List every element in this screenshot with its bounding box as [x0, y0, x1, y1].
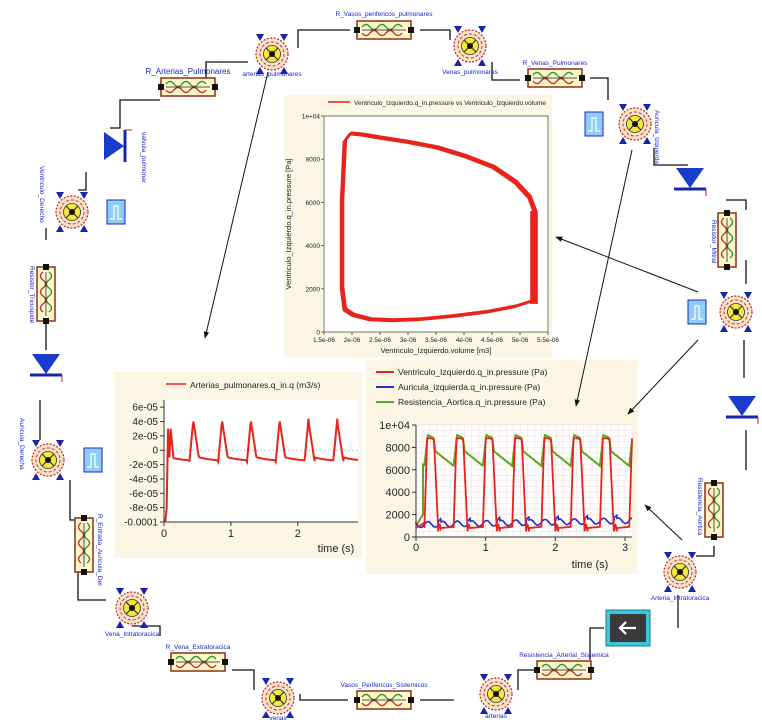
- pulmonary-flow-chart: Arterias_pulmonares.q_in.q (m3/s) 0 1 2 6e-…: [114, 372, 362, 558]
- pv-loop-xtick-label: 4e-06: [456, 337, 473, 344]
- svg-text:R_Venas_Pulmonares: R_Venas_Pulmonares: [523, 60, 588, 67]
- flow-ytick-label: -8e-05: [129, 503, 158, 514]
- svg-text:Vena_Intratoracica: Vena_Intratoracica: [105, 631, 160, 638]
- pv-loop-ytick-label: 0: [316, 330, 320, 337]
- pv-loop-ytick-label: 1e+04: [302, 114, 321, 121]
- r-entrada-auricula-der-label: R_Entrada_Auricula_Der: [96, 514, 103, 587]
- flow-ytick-label: 2e-05: [132, 431, 158, 442]
- pv-loop-ytick-label: 4000: [306, 243, 321, 250]
- elas-v-izquierdo-source[interactable]: [688, 300, 706, 324]
- resistor-mitral-label: Resistor_Mitral: [710, 220, 717, 264]
- resistor-mitral[interactable]: [718, 210, 736, 270]
- pressures-ytick-label: 2000: [386, 510, 410, 522]
- flow-ytick-label: -2e-05: [129, 460, 158, 471]
- ventriculo-derecho-label: Ventriculo_Derecho: [38, 166, 45, 223]
- svg-text:venas: venas: [269, 715, 287, 722]
- pv-loop-xtick-label: 2.5e-06: [369, 337, 391, 344]
- arterias-pulmonares-compliance[interactable]: arterias_pulmonares: [242, 34, 302, 78]
- resistencia-aortica-label: Resistencia_Aortica: [696, 478, 703, 536]
- pv-loop-xtick-label: 5e-06: [512, 337, 529, 344]
- vasos-perifericos-sistemicos[interactable]: Vasos_Perifericos_Sistemicos: [341, 682, 429, 709]
- pv-loop-ylabel: Ventriculo_Izquierdo.q_in.pressure [Pa]: [284, 159, 293, 290]
- pv-loop-ytick-label: 6000: [306, 200, 321, 207]
- ventriculo-izquierdo-compliance[interactable]: [720, 292, 752, 332]
- elas-a-derecha-source[interactable]: [84, 448, 102, 472]
- pv-loop-xtick-label: 3.5e-06: [425, 337, 447, 344]
- flow-ytick-label: -6e-05: [129, 489, 158, 500]
- resistor-tricuspide-label: Resistor_Tricuspide: [28, 266, 35, 324]
- pv-loop-xlabel: Ventriculo_Izquierdo.volume [m3]: [381, 346, 492, 355]
- r-arterias-pulmonares[interactable]: R_Arterias_Pulmonares: [146, 67, 231, 96]
- valvula-aortica[interactable]: [726, 396, 758, 424]
- svg-text:Auricula_Izquierda: Auricula_Izquierda: [653, 110, 660, 164]
- r-vasos-perifericos-pulmonares[interactable]: R_Vasos_perifericos_pulmonares: [335, 11, 433, 39]
- pv-loop-chart: Ventriculo_Izquierdo.q_in.pressure vs Ve…: [284, 95, 559, 357]
- flow-ytick-label: -0.0001: [124, 518, 158, 529]
- pressures-ytick-label: 0: [404, 532, 410, 544]
- svg-text:arterias_pulmonares: arterias_pulmonares: [242, 71, 302, 78]
- svg-text:R_Vasos_perifericos_pulmonares: R_Vasos_perifericos_pulmonares: [335, 11, 433, 18]
- auricula-izquierda-compliance[interactable]: Auricula_Izquierda: [619, 104, 660, 164]
- venas-compliance[interactable]: venas: [262, 678, 294, 722]
- valvula-pulmonar[interactable]: [104, 130, 132, 162]
- flow-ytick-label: 0: [152, 446, 158, 457]
- pv-loop-xtick-label: 5.5e-06: [537, 337, 559, 344]
- elas-a-izquierda-source[interactable]: [585, 112, 603, 136]
- arteria-intratoracica-compliance[interactable]: Arteria_Intratoracica: [651, 552, 710, 602]
- r-entrada-auricula-der[interactable]: [75, 515, 93, 575]
- flow-xtick-label: 2: [295, 528, 301, 540]
- ventriculo-derecho-compliance[interactable]: [56, 192, 88, 232]
- valvula-tricuspide[interactable]: [30, 354, 62, 382]
- flow-plot-area: [164, 400, 358, 522]
- flow-ytick-label: -4e-05: [129, 474, 158, 485]
- pressures-legend-3: Resistencia_Aortica.q_in.pressure (Pa): [398, 397, 546, 407]
- pressures-xtick-label: 3: [622, 542, 628, 554]
- flow-xtick-label: 0: [161, 528, 167, 540]
- auricula-derecha-compliance[interactable]: [32, 440, 64, 480]
- pressures-legend-1: Ventriculo_Izquierdo.q_in.pressure (Pa): [398, 367, 547, 377]
- pressures-chart: Ventriculo_Izquierdo.q_in.pressure (Pa) …: [366, 360, 638, 574]
- pressures-xtick-label: 0: [413, 542, 419, 554]
- svg-text:Arteria_Intratoracica: Arteria_Intratoracica: [651, 595, 710, 602]
- flow-xtick-label: 1: [228, 528, 234, 540]
- flow-legend: Arterias_pulmonares.q_in.q (m3/s): [190, 380, 321, 390]
- pv-loop-xtick-label: 4.5e-06: [481, 337, 503, 344]
- reverse-flow-block[interactable]: [606, 610, 650, 646]
- pressures-xtick-label: 1: [483, 542, 489, 554]
- pv-loop-xtick-label: 2e-06: [344, 337, 361, 344]
- flow-ytick-label: 4e-05: [132, 417, 158, 428]
- svg-text:Vasos_Perifericos_Sistemicos: Vasos_Perifericos_Sistemicos: [341, 682, 429, 689]
- valvula-pulmonar-label: valvula_pulmonar: [140, 132, 147, 184]
- pv-loop-ytick-label: 2000: [306, 286, 321, 293]
- auricula-derecha-label: Auricula_Derecha: [18, 418, 25, 470]
- pressures-xtick-label: 2: [552, 542, 558, 554]
- r-vena-extratoracica[interactable]: R_Vena_Extratoracica: [166, 644, 231, 671]
- flow-ytick-label: 6e-05: [132, 403, 158, 414]
- svg-text:Venas_pulmonares: Venas_pulmonares: [442, 69, 498, 76]
- svg-text:R_Arterias_Pulmonares: R_Arterias_Pulmonares: [146, 67, 231, 76]
- pv-loop-xtick-label: 1.5e-06: [313, 337, 335, 344]
- resistor-tricuspide[interactable]: [37, 264, 55, 324]
- resistencia-aortica[interactable]: [705, 480, 723, 540]
- svg-text:R_Vena_Extratoracica: R_Vena_Extratoracica: [166, 644, 231, 651]
- valvula-mitral[interactable]: [674, 168, 706, 196]
- vena-intratoracica-compliance[interactable]: Vena_Intratoracica: [105, 588, 160, 638]
- resistencia-arterial-sistemica[interactable]: Resistencia_Arterial_Sistemica: [519, 652, 609, 679]
- pressures-xlabel: time (s): [572, 559, 609, 571]
- svg-text:Resistencia_Arterial_Sistemica: Resistencia_Arterial_Sistemica: [519, 652, 609, 659]
- flow-xlabel: time (s): [318, 543, 355, 555]
- pressures-ytick-label: 8000: [386, 442, 410, 454]
- pressures-ytick-label: 1e+04: [379, 420, 410, 432]
- pv-loop-xtick-label: 3e-06: [400, 337, 417, 344]
- pressures-ytick-label: 4000: [386, 487, 410, 499]
- pv-loop-ytick-label: 8000: [306, 157, 321, 164]
- elas-v-derecho-source[interactable]: [107, 200, 125, 224]
- pressures-legend-2: Auricula_izquierda.q_in.pressure (Pa): [398, 382, 540, 392]
- pv-loop-legend: Ventriculo_Izquierdo.q_in.pressure vs Ve…: [354, 100, 546, 107]
- svg-text:arterias: arterias: [485, 713, 507, 720]
- pressures-ytick-label: 6000: [386, 465, 410, 477]
- r-venas-pulmonares[interactable]: R_Venas_Pulmonares: [523, 60, 588, 87]
- arterias-compliance[interactable]: arterias: [480, 674, 512, 720]
